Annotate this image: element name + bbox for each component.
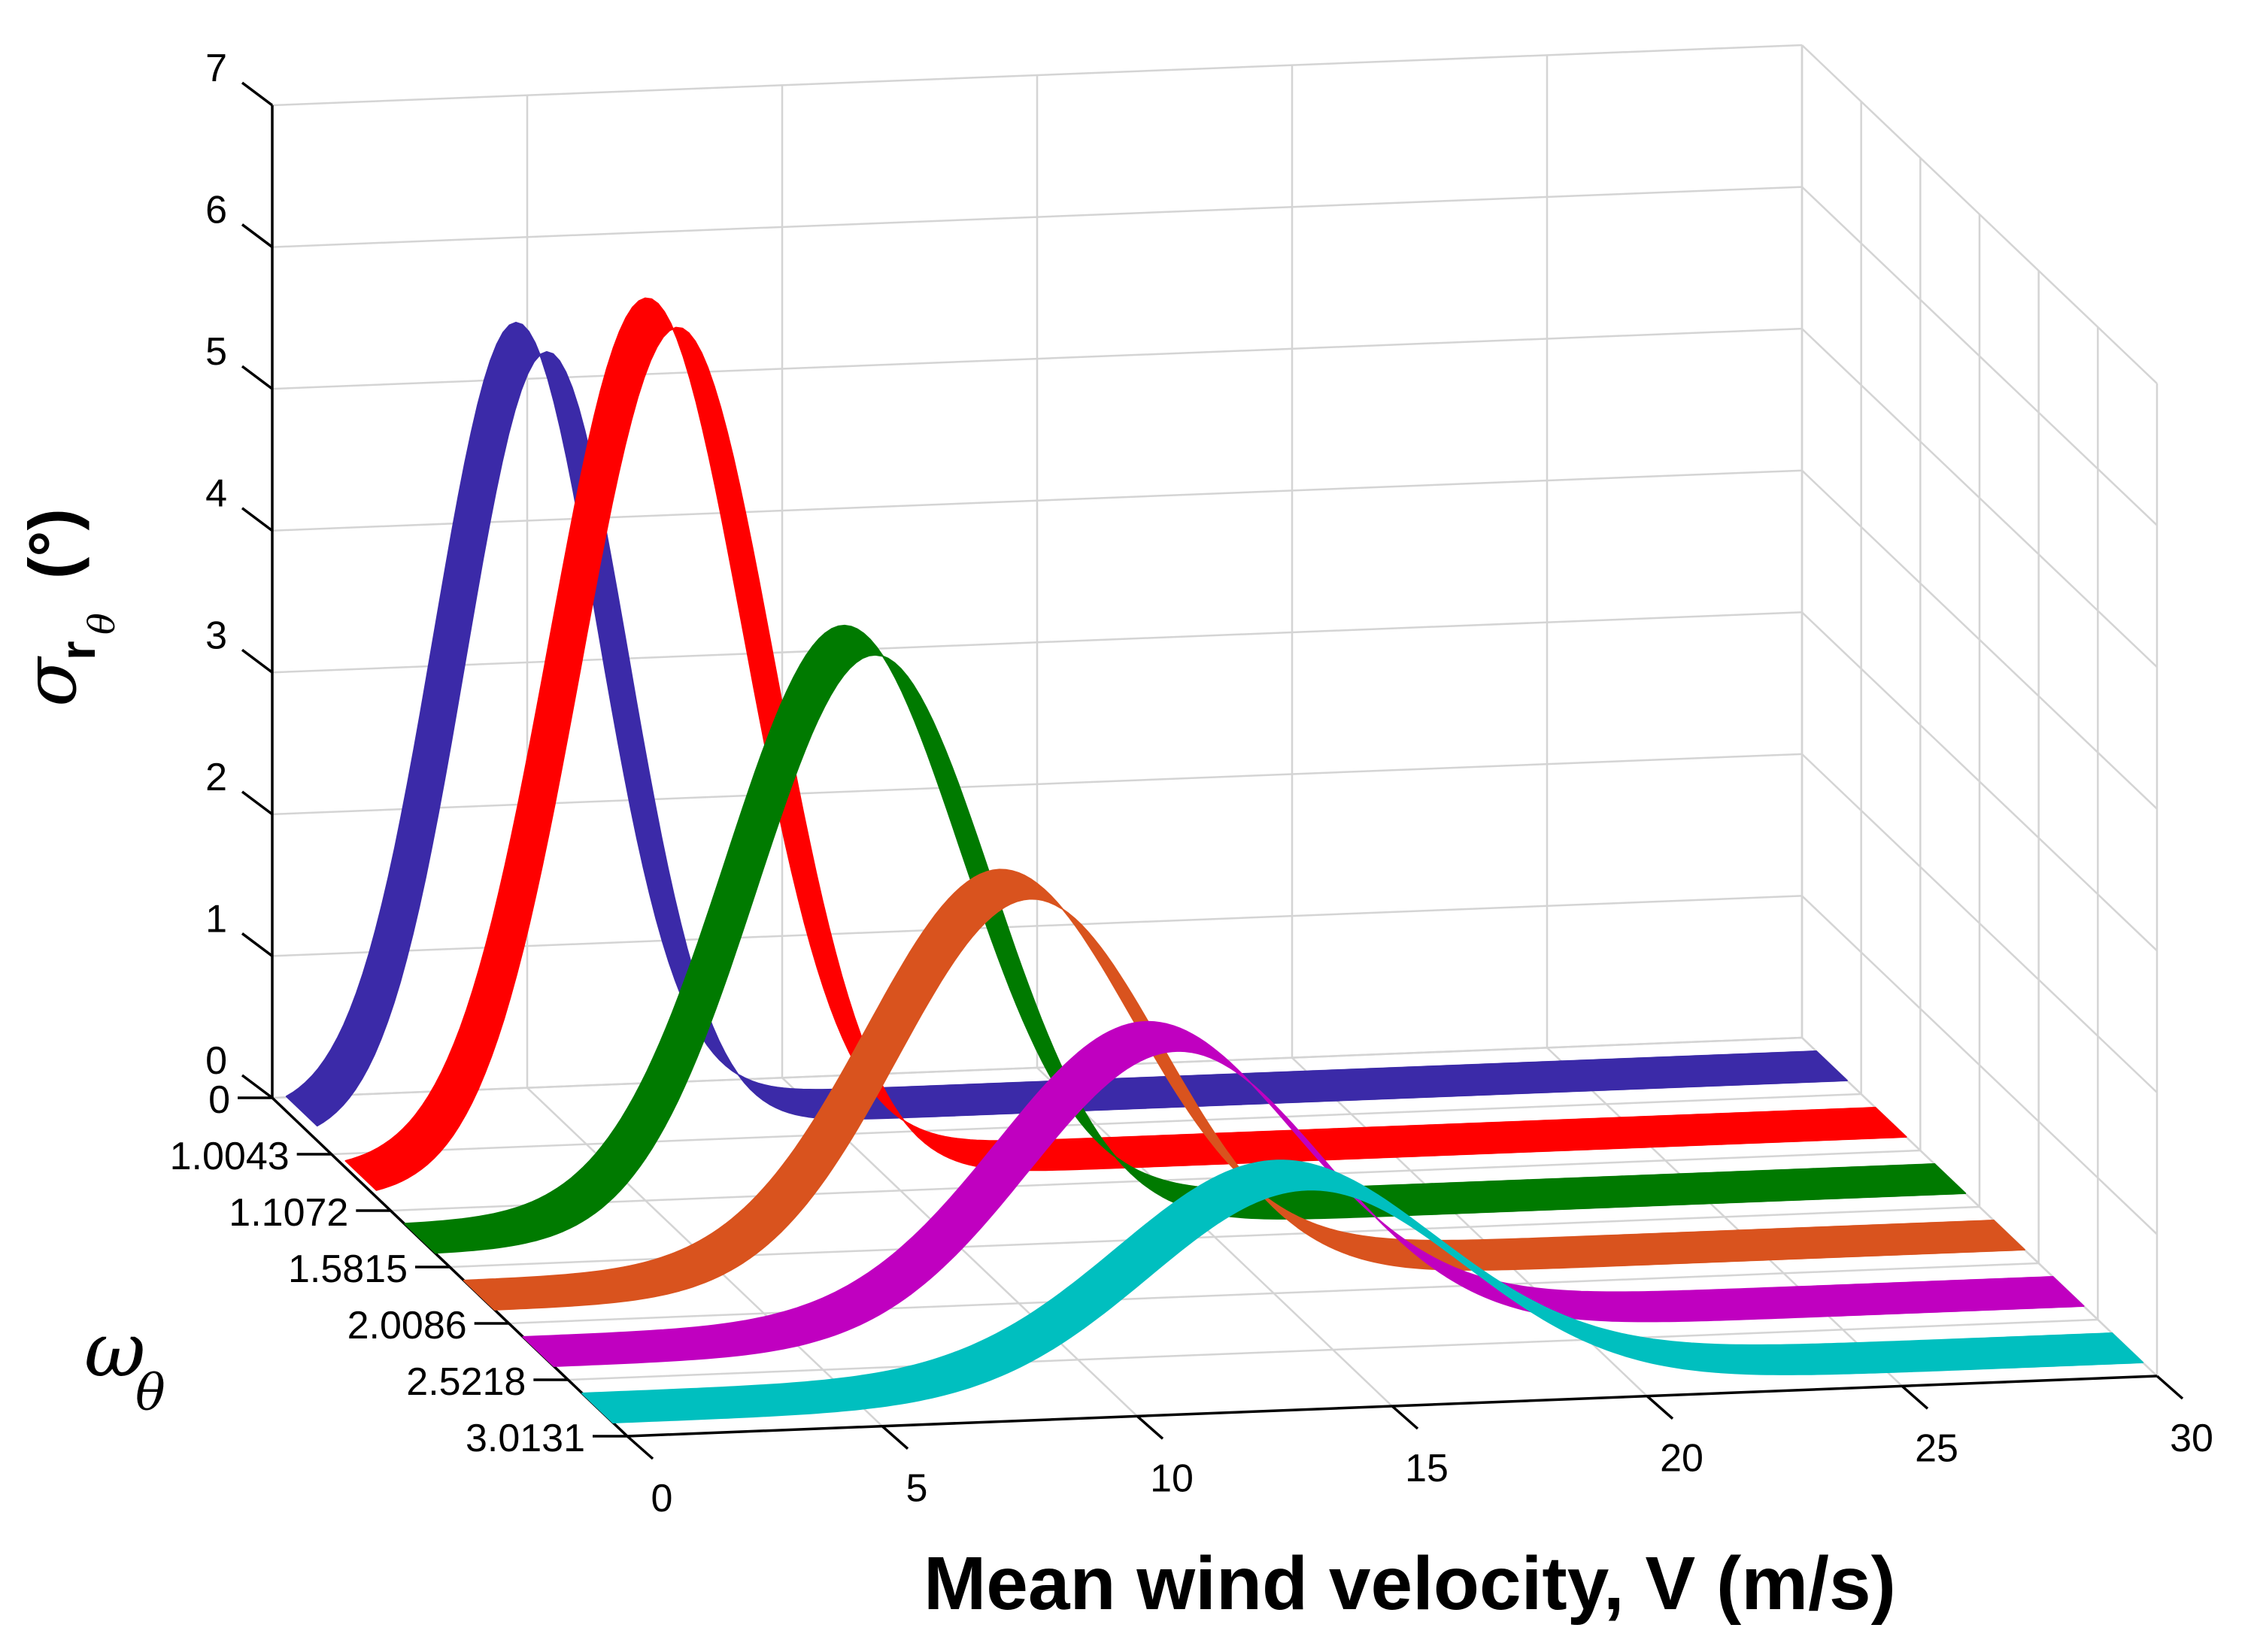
z-tick-label: 7 — [205, 47, 227, 90]
ribbon-series-1 — [285, 321, 1848, 1127]
grid-line-side-z — [1801, 469, 2158, 810]
z-axis-label-subscript: r — [50, 641, 105, 660]
z-tick-label: 5 — [205, 330, 227, 374]
grid-line-floor-y — [568, 1318, 2098, 1381]
x-tick — [1646, 1395, 1674, 1420]
z-tick — [241, 932, 274, 957]
ribbon-series-6 — [581, 1159, 2144, 1423]
z-tick-label: 3 — [205, 614, 227, 657]
z-tick-label: 0 — [205, 1039, 227, 1083]
grid-line-floor-y — [272, 1036, 1803, 1099]
grid-line-side-z — [1801, 186, 2158, 526]
tick-label-layer: 0 1 2 3 4 5 6 7 0 5 10 15 20 25 30 0 1.0043 1.1072 1.5815 2… — [170, 47, 2213, 1520]
grid-line-back-z — [272, 186, 1803, 248]
x-axis-label: Mean wind velocity, V (m/s) — [924, 1541, 1896, 1626]
x-tick — [1901, 1385, 1929, 1410]
grid-line-back-z — [272, 327, 1803, 390]
z-tick — [241, 790, 274, 816]
grid-line-back-z — [272, 895, 1803, 957]
z-tick — [241, 648, 274, 674]
x-tick-label: 5 — [906, 1467, 928, 1511]
z-axis-label-subsubscript: θ — [81, 613, 123, 635]
x-tick — [2155, 1375, 2184, 1400]
z-tick-label: 4 — [205, 472, 227, 516]
x-tick — [1391, 1405, 1419, 1430]
z-tick-label: 6 — [205, 189, 227, 232]
grid-line-back-z — [272, 611, 1803, 674]
grid-line-side-z — [1801, 328, 2158, 668]
z-tick-label: 2 — [205, 756, 227, 799]
grid-line-back-z — [272, 469, 1803, 532]
y-tick-label: 2.5218 — [406, 1360, 526, 1404]
x-tick — [626, 1435, 654, 1460]
y-tick-label: 1.5815 — [288, 1247, 408, 1291]
y-axis-label-symbol: ω — [84, 1306, 146, 1394]
z-tick — [241, 1074, 274, 1099]
grid-line-back-z — [272, 44, 1803, 107]
z-axis-label-units: (°) — [15, 508, 89, 579]
grid-line-side-z — [1801, 611, 2158, 952]
z-axis-label-symbol: σ — [8, 656, 93, 707]
y-tick-label: 1.0043 — [170, 1135, 290, 1178]
ribbon-series-5 — [522, 1020, 2085, 1367]
x-tick-label: 0 — [651, 1477, 673, 1520]
grid-line-floor-y — [331, 1093, 1861, 1156]
z-tick — [241, 81, 274, 107]
x-tick-label: 25 — [1915, 1426, 1958, 1470]
grid-layer — [271, 44, 2158, 1438]
x-tick-label: 20 — [1660, 1437, 1703, 1481]
x-tick-label: 10 — [1150, 1456, 1194, 1500]
y-tick-label: 1.1072 — [229, 1191, 348, 1235]
x-tick — [881, 1425, 909, 1450]
ribbon-layer — [285, 297, 2144, 1423]
z-tick — [241, 365, 274, 390]
grid-line-side-z — [1801, 44, 2158, 384]
z-tick — [241, 507, 274, 532]
z-tick — [241, 223, 274, 248]
grid-line-floor-y — [508, 1262, 2039, 1325]
y-tick-label: 2.0086 — [347, 1304, 467, 1347]
z-axis-label: σ r θ (°) — [8, 508, 123, 707]
grid-line-side-z — [1801, 753, 2158, 1093]
x-tick-label: 15 — [1405, 1447, 1449, 1490]
grid-line-side-z — [1801, 895, 2158, 1235]
ribbon-series-3 — [404, 624, 1967, 1254]
y-tick-label: 3.0131 — [466, 1417, 585, 1460]
ribbon-series-4 — [463, 868, 2025, 1311]
x-tick — [1136, 1415, 1164, 1440]
y-tick-label: 0 — [208, 1078, 230, 1122]
y-axis-label-subscript: θ — [135, 1364, 165, 1422]
x-tick-label: 30 — [2170, 1417, 2213, 1460]
z-tick-label: 1 — [205, 897, 227, 941]
axes-layer — [238, 81, 2184, 1460]
